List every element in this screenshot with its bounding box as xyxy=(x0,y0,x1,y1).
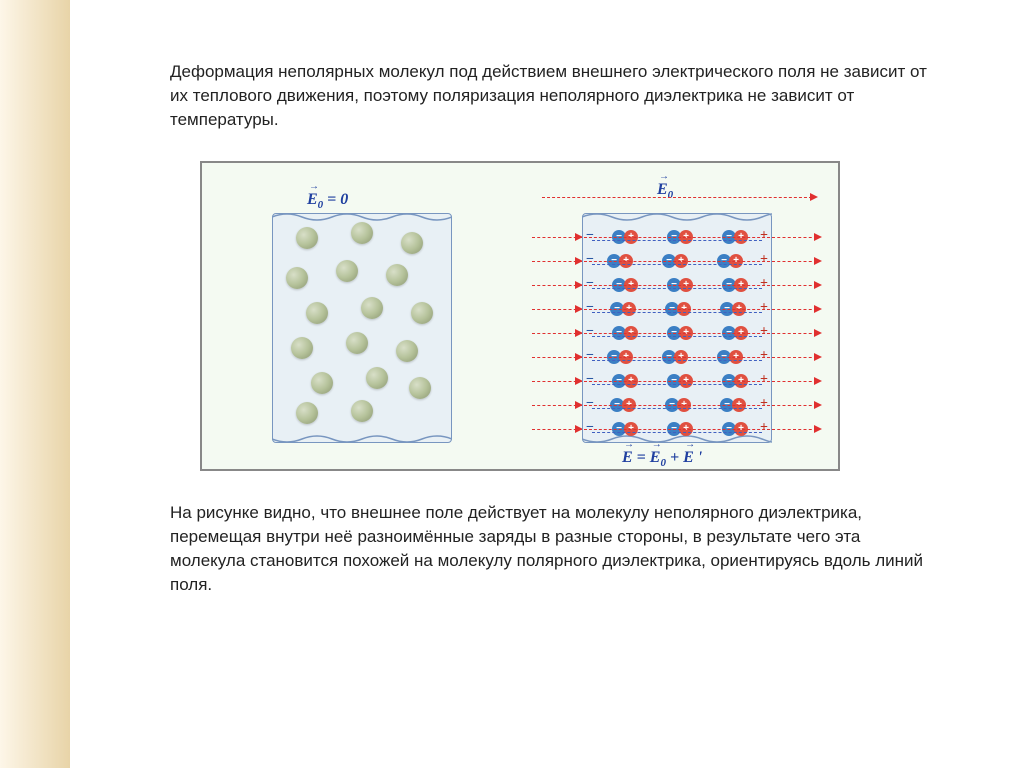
surface-pos: + xyxy=(760,372,768,388)
surface-pos: + xyxy=(760,396,768,412)
surface-neg: − xyxy=(586,396,594,412)
decorative-border xyxy=(0,0,70,768)
ext-field-line xyxy=(772,333,817,334)
arrow-head xyxy=(814,401,822,409)
int-field-line xyxy=(592,288,762,289)
surface-pos: + xyxy=(760,252,768,268)
arrow-head xyxy=(814,425,822,433)
surface-pos: + xyxy=(760,276,768,292)
right-panel: −+−+−+−+−+−+−+−+−+−+−+−+−+−+−+−+−+−+−+−+… xyxy=(582,213,772,443)
ext-field-line xyxy=(772,261,817,262)
surface-neg: − xyxy=(586,276,594,292)
arrow-head xyxy=(814,377,822,385)
top-field-arrow xyxy=(542,197,812,198)
int-field-line xyxy=(592,360,762,361)
surface-neg: − xyxy=(586,228,594,244)
surface-neg: − xyxy=(586,252,594,268)
ext-field-inside xyxy=(584,405,770,406)
ext-field-line xyxy=(772,309,817,310)
surface-neg: − xyxy=(586,324,594,340)
ext-field-inside xyxy=(584,357,770,358)
int-field-line xyxy=(592,312,762,313)
arrow-head xyxy=(814,305,822,313)
ext-field-line xyxy=(772,429,817,430)
label-left-field: E0 = 0 xyxy=(307,191,348,211)
arrow-head xyxy=(814,353,822,361)
int-field-line xyxy=(592,384,762,385)
surface-pos: + xyxy=(760,324,768,340)
surface-neg: − xyxy=(586,372,594,388)
int-field-line xyxy=(592,408,762,409)
ext-field-inside xyxy=(584,333,770,334)
ext-field-inside xyxy=(584,237,770,238)
ext-field-line xyxy=(772,381,817,382)
bottom-paragraph: На рисунке видно, что внешнее поле дейст… xyxy=(170,501,930,596)
top-paragraph: Деформация неполярных молекул под действ… xyxy=(170,60,930,131)
ext-field-inside xyxy=(584,285,770,286)
ext-field-inside xyxy=(584,381,770,382)
ext-field-inside xyxy=(584,429,770,430)
arrow-head xyxy=(814,257,822,265)
top-arrow-head xyxy=(810,193,818,201)
surface-neg: − xyxy=(586,348,594,364)
ext-field-inside xyxy=(584,261,770,262)
ext-field-line xyxy=(772,357,817,358)
arrow-head xyxy=(814,233,822,241)
arrow-head xyxy=(814,329,822,337)
surface-pos: + xyxy=(760,348,768,364)
int-field-line xyxy=(592,336,762,337)
main-content: Деформация неполярных молекул под действ… xyxy=(170,60,930,617)
surface-pos: + xyxy=(760,228,768,244)
surface-neg: − xyxy=(586,300,594,316)
ext-field-line xyxy=(772,285,817,286)
int-field-line xyxy=(592,432,762,433)
surface-pos: + xyxy=(760,300,768,316)
ext-field-inside xyxy=(584,309,770,310)
left-panel xyxy=(272,213,452,443)
diagram: E0 = 0 E0 −+−+−+−+−+−+−+−+−+−+−+−+−+−+−+… xyxy=(200,161,840,471)
int-field-line xyxy=(592,240,762,241)
int-field-line xyxy=(592,264,762,265)
arrow-head xyxy=(814,281,822,289)
surface-pos: + xyxy=(760,420,768,436)
surface-neg: − xyxy=(586,420,594,436)
ext-field-line xyxy=(772,237,817,238)
label-right-field: E0 xyxy=(657,181,673,201)
ext-field-line xyxy=(772,405,817,406)
label-bottom-eq: E = E0 + E ' xyxy=(622,449,702,469)
